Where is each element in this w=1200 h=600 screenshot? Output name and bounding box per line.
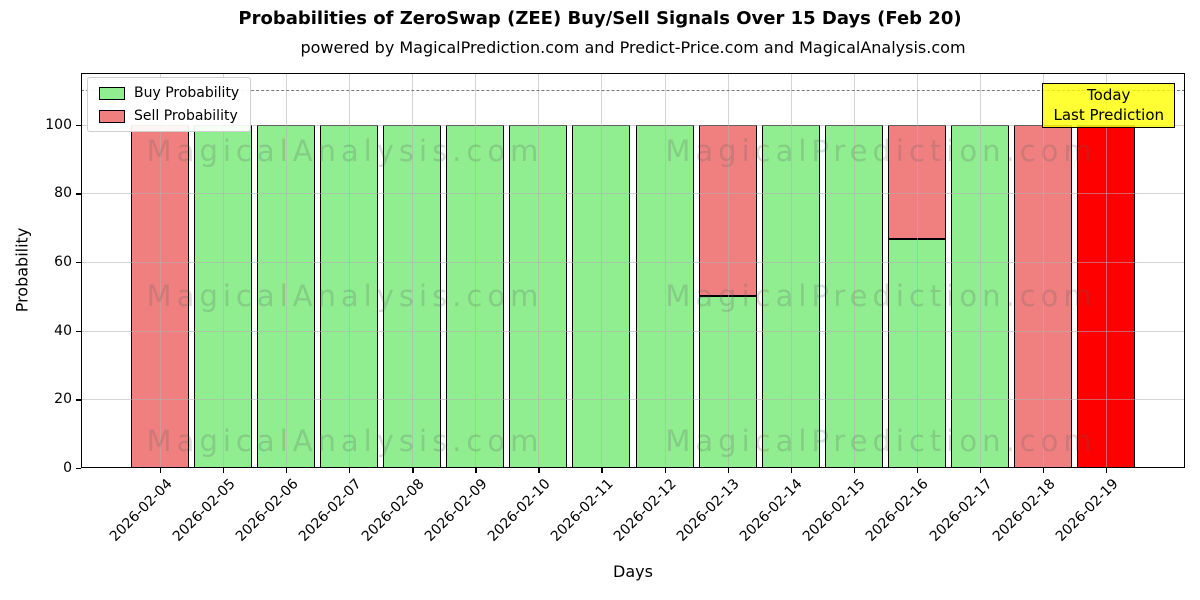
- x-tick-mark: [538, 468, 540, 473]
- watermark-text: MagicalPrediction.com: [665, 424, 1097, 458]
- watermark-text: MagicalPrediction.com: [665, 134, 1097, 168]
- x-tick-mark: [160, 468, 162, 473]
- x-tick-label: 2026-02-14: [737, 476, 806, 545]
- x-tick-mark: [790, 468, 792, 473]
- y-tick-mark: [76, 193, 81, 195]
- y-tick-mark: [76, 330, 81, 332]
- x-tick-label: 2026-02-12: [611, 476, 680, 545]
- x-tick-label: 2026-02-05: [169, 476, 239, 545]
- vertical-gridline: [349, 73, 351, 468]
- x-tick-mark: [916, 468, 919, 473]
- vertical-gridline: [475, 73, 477, 468]
- horizontal-gridline: [81, 330, 1185, 332]
- horizontal-gridline: [81, 124, 1185, 126]
- x-tick-label: 2026-02-11: [547, 476, 617, 545]
- today-annotation-box: Today Last Prediction: [1042, 83, 1175, 128]
- y-tick-label: 40: [54, 322, 72, 339]
- x-tick-mark: [1106, 468, 1108, 473]
- vertical-gridline: [412, 73, 414, 468]
- x-tick-mark: [853, 468, 856, 473]
- vertical-gridline: [1106, 73, 1107, 468]
- vertical-gridline: [286, 73, 288, 468]
- vertical-gridline: [979, 73, 981, 468]
- y-tick-label: 100: [45, 116, 72, 133]
- watermark-text: MagicalAnalysis.com: [146, 279, 544, 313]
- horizontal-gridline: [81, 193, 1185, 195]
- vertical-gridline: [727, 73, 729, 468]
- legend-entry-sell: Sell Probability: [99, 108, 239, 124]
- x-tick-mark: [286, 468, 288, 473]
- vertical-gridline: [538, 73, 540, 468]
- plot-area: MagicalAnalysis.com MagicalPrediction.com…: [81, 73, 1185, 468]
- x-tick-label: 2026-02-16: [863, 476, 933, 545]
- x-tick-mark: [475, 468, 477, 473]
- x-tick-mark: [727, 468, 729, 473]
- x-tick-label: 2026-02-13: [674, 476, 743, 545]
- x-tick-mark: [979, 468, 982, 473]
- chart-title: Probabilities of ZeroSwap (ZEE) Buy/Sell…: [238, 8, 962, 29]
- x-tick-mark: [1042, 468, 1045, 473]
- vertical-gridline: [790, 73, 792, 468]
- legend-label-buy: Buy Probability: [134, 85, 240, 101]
- y-tick-label: 20: [54, 391, 72, 408]
- x-tick-label: 2026-02-06: [232, 476, 302, 545]
- y-tick-mark: [76, 468, 81, 470]
- chart-subtitle: powered by MagicalPrediction.com and Pre…: [300, 38, 966, 57]
- buy-probability-swatch-icon: [99, 86, 125, 100]
- sell-probability-swatch-icon: [99, 109, 125, 123]
- today-annotation-line1: Today: [1087, 86, 1131, 104]
- x-tick-mark: [349, 468, 351, 473]
- horizontal-gridline: [81, 261, 1185, 263]
- y-tick-mark: [76, 124, 81, 126]
- vertical-gridline: [916, 73, 918, 468]
- horizontal-gridline: [81, 399, 1185, 401]
- x-tick-label: 2026-02-09: [421, 476, 491, 545]
- x-tick-mark: [664, 468, 666, 473]
- x-tick-label: 2026-02-08: [358, 476, 428, 545]
- vertical-gridline: [223, 73, 225, 468]
- x-tick-mark: [412, 468, 414, 473]
- y-tick-label: 0: [63, 460, 72, 476]
- y-tick-label: 60: [54, 253, 72, 270]
- y-tick-label: 80: [54, 185, 72, 202]
- today-annotation-line2: Last Prediction: [1053, 106, 1164, 125]
- y-tick-mark: [76, 261, 81, 264]
- x-tick-label: 2026-02-18: [989, 476, 1059, 545]
- x-tick-label: 2026-02-15: [800, 476, 870, 545]
- x-tick-label: 2026-02-04: [106, 476, 176, 545]
- x-tick-mark: [601, 468, 603, 473]
- vertical-gridline: [853, 73, 855, 468]
- watermark-text: MagicalAnalysis.com: [146, 134, 544, 168]
- x-tick-mark: [223, 468, 225, 473]
- watermark-text: MagicalPrediction.com: [665, 279, 1097, 313]
- legend: Buy Probability Sell Probability: [87, 77, 252, 132]
- x-tick-label: 2026-02-19: [1052, 476, 1122, 545]
- threshold-dashed-line: [81, 90, 1185, 92]
- y-tick-mark: [76, 399, 81, 401]
- x-tick-label: 2026-02-17: [926, 476, 996, 545]
- x-tick-label: 2026-02-10: [484, 476, 554, 545]
- x-axis-title: Days: [613, 562, 653, 581]
- legend-label-sell: Sell Probability: [134, 108, 238, 124]
- vertical-gridline: [664, 73, 666, 468]
- vertical-gridline: [601, 73, 603, 468]
- x-tick-label: 2026-02-07: [295, 476, 365, 545]
- vertical-gridline: [1042, 73, 1044, 468]
- vertical-gridline: [160, 73, 161, 468]
- legend-entry-buy: Buy Probability: [99, 85, 239, 101]
- watermark-text: MagicalAnalysis.com: [146, 424, 544, 458]
